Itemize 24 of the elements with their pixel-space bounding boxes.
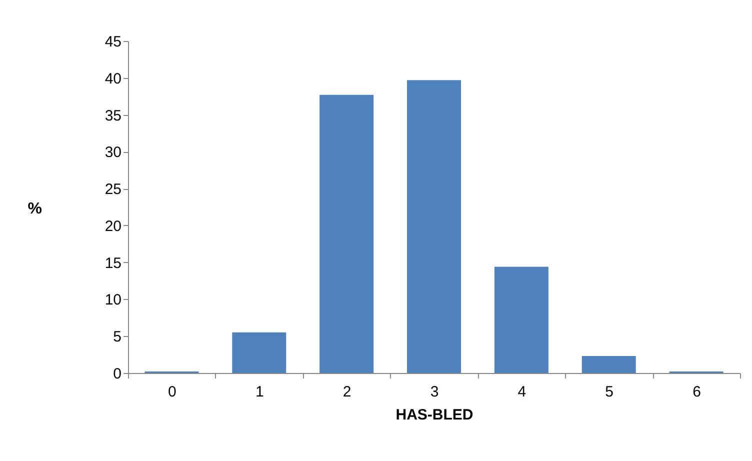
y-tick-label: 25: [104, 181, 122, 198]
bar: [232, 332, 286, 373]
x-tick-label: 4: [518, 384, 526, 400]
y-tick-label: 15: [104, 254, 122, 272]
y-tick-label: 45: [104, 34, 122, 50]
x-tick-label: 6: [692, 384, 701, 400]
x-tick-label: 2: [342, 384, 352, 400]
y-tick-label: 0: [113, 366, 122, 382]
y-tick-label: 30: [104, 144, 122, 162]
y-tick-label: 10: [104, 292, 122, 309]
x-axis-title: HAS-BLED: [396, 406, 474, 424]
y-tick-label: 20: [104, 218, 122, 235]
bar: [407, 80, 461, 373]
bar: [582, 356, 636, 373]
x-tick-label: 1: [255, 384, 264, 400]
bar: [320, 94, 374, 373]
x-tick-label: 0: [168, 384, 176, 400]
x-tick-label: 5: [605, 384, 614, 400]
y-tick-label: 40: [104, 70, 122, 88]
x-tick-label: 3: [430, 384, 439, 400]
bar: [494, 266, 548, 373]
y-tick-label: 35: [104, 107, 122, 124]
y-axis-title: %: [28, 200, 42, 218]
y-tick-label: 5: [113, 328, 122, 346]
